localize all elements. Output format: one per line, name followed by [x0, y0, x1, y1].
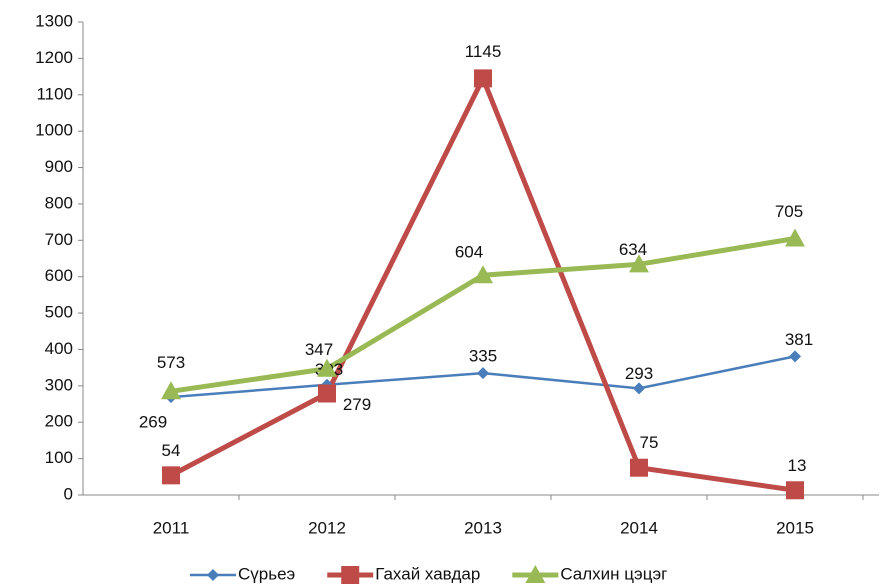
data-point	[633, 382, 645, 395]
y-tick-label: 700	[45, 230, 73, 249]
y-tick-label: 1000	[35, 121, 73, 140]
data-label: 705	[775, 202, 803, 221]
y-tick-label: 800	[45, 193, 73, 212]
data-point	[162, 466, 180, 485]
data-label: 604	[455, 243, 483, 262]
x-tick-label: 2014	[620, 518, 658, 537]
data-point	[629, 254, 649, 273]
legend-label: Сүрьеэ	[238, 564, 295, 583]
legend-marker	[525, 565, 546, 583]
legend-marker	[207, 569, 219, 581]
series-line	[169, 72, 796, 493]
annotation: 573	[157, 353, 185, 372]
legend-marker	[341, 566, 360, 584]
data-point	[786, 481, 804, 500]
data-point	[473, 265, 493, 284]
data-label: 293	[625, 364, 653, 383]
y-tick-label: 1200	[35, 48, 73, 67]
legend-label: Гахай хавдар	[375, 564, 480, 583]
data-point	[477, 367, 489, 380]
data-point	[789, 350, 801, 363]
data-label: 335	[469, 347, 497, 366]
y-tick-label: 300	[45, 375, 73, 394]
x-tick-label: 2012	[308, 518, 346, 537]
data-point	[317, 358, 337, 377]
data-point	[785, 228, 805, 247]
y-tick-label: 1100	[36, 84, 73, 103]
data-label: 13	[788, 456, 807, 475]
data-point	[474, 69, 492, 88]
data-label: 279	[343, 395, 371, 414]
x-tick-label: 2015	[776, 518, 814, 537]
data-label: 54	[162, 441, 181, 460]
x-tick-label: 2011	[153, 518, 190, 537]
y-tick-label: 0	[64, 484, 73, 503]
data-label: 1145	[465, 42, 502, 61]
y-tick-label: 100	[45, 448, 73, 467]
legend-label: Салхин цэцэг	[560, 564, 667, 583]
y-tick-label: 200	[45, 412, 73, 431]
y-tick-label: 1300	[35, 11, 73, 30]
data-label: 75	[640, 433, 659, 452]
data-label: 347	[305, 340, 333, 359]
x-tick-label: 2013	[464, 518, 502, 537]
data-point	[318, 384, 336, 403]
y-tick-label: 500	[45, 303, 73, 322]
data-label: 634	[619, 240, 647, 259]
data-label: 269	[139, 413, 167, 432]
y-tick-label: 900	[45, 157, 73, 176]
y-tick-label: 600	[45, 266, 73, 285]
data-point	[161, 381, 181, 400]
data-point	[630, 458, 648, 477]
y-tick-label: 400	[45, 339, 73, 358]
data-label: 381	[785, 330, 813, 349]
